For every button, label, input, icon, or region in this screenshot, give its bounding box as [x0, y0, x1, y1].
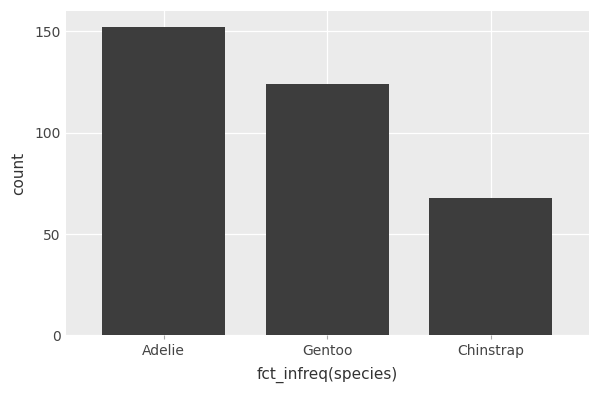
- Bar: [103, 27, 225, 335]
- Y-axis label: count: count: [11, 152, 26, 195]
- Bar: [266, 84, 389, 335]
- X-axis label: fct_infreq(species): fct_infreq(species): [257, 367, 398, 383]
- Bar: [430, 197, 552, 335]
